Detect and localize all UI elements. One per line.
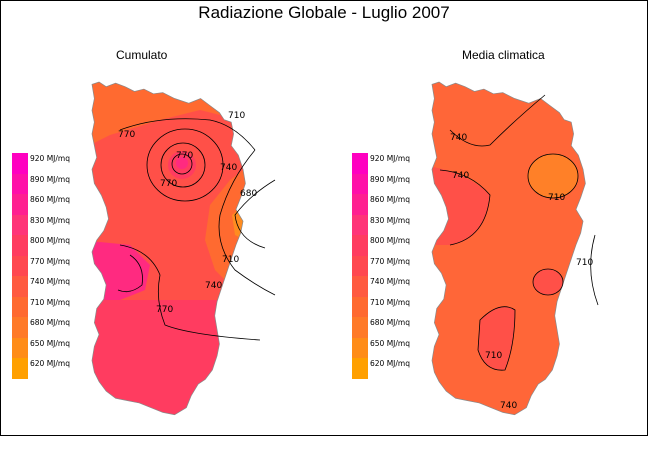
panel-title-cumulato: Cumulato: [116, 48, 168, 62]
zone-media-southwest: [478, 306, 515, 371]
legend-label: 740 MJ/mq: [370, 277, 410, 286]
contour-label: 770: [156, 305, 173, 315]
zone-media-northeast: [528, 154, 578, 198]
legend-swatch: [12, 153, 28, 174]
legend-label: 710 MJ/mq: [30, 297, 70, 307]
contour-label: 740: [450, 133, 467, 143]
legend-swatch: [352, 317, 368, 338]
legend-swatch: [12, 235, 28, 256]
legend-label: 710 MJ/mq: [370, 297, 410, 307]
contour-label: 770: [176, 151, 193, 161]
legend-label: 770 MJ/mq: [370, 256, 410, 266]
contour-label: 710: [222, 255, 239, 265]
legend-swatch: [352, 153, 368, 174]
legend-label: 650 MJ/mq: [370, 338, 410, 348]
legend-label: 800 MJ/mq: [370, 236, 410, 245]
legend-swatch: [12, 317, 28, 338]
zone-cumulato-max-core: [176, 157, 188, 169]
legend-swatch: [12, 276, 28, 297]
legend-label: 830 MJ/mq: [370, 215, 410, 225]
contour-label: 740: [220, 163, 237, 173]
legend-label: 920 MJ/mq: [370, 154, 410, 163]
contour-label: 680: [240, 189, 257, 199]
legend-swatch: [352, 194, 368, 215]
legend-swatch: [12, 296, 28, 318]
legend-swatch: [12, 173, 28, 195]
legend-label: 620 MJ/mq: [30, 359, 70, 368]
legend-label: 770 MJ/mq: [30, 256, 70, 266]
legend-label: 860 MJ/mq: [30, 195, 70, 204]
contour-label: 710: [576, 258, 593, 268]
legend-swatch: [12, 214, 28, 236]
zone-cumulato-south: [92, 300, 246, 415]
contour-label: 710: [548, 193, 565, 203]
legend-label: 830 MJ/mq: [30, 215, 70, 225]
contour-label: 770: [118, 130, 135, 140]
legend-label: 890 MJ/mq: [30, 174, 70, 184]
legend-label: 890 MJ/mq: [370, 174, 410, 184]
legend-swatch: [12, 337, 28, 359]
legend-label: 620 MJ/mq: [370, 359, 410, 368]
legend-label: 740 MJ/mq: [30, 277, 70, 286]
legend-swatch: [12, 255, 28, 277]
legend-label: 800 MJ/mq: [30, 236, 70, 245]
map-cumulato: 710 770 740 680 770 770 710 740 770: [91, 81, 276, 416]
legend-swatch: [12, 358, 28, 379]
legend-swatch: [352, 296, 368, 318]
legend-label: 860 MJ/mq: [370, 195, 410, 204]
legend-swatch: [12, 194, 28, 215]
legend-label: 680 MJ/mq: [370, 318, 410, 327]
legend-swatch: [352, 337, 368, 359]
legend-swatch: [352, 214, 368, 236]
panel-title-media: Media climatica: [462, 48, 545, 62]
legend-label: 920 MJ/mq: [30, 154, 70, 163]
legend-swatch: [352, 173, 368, 195]
legend-swatch: [352, 358, 368, 379]
zone-media-central: [533, 269, 563, 295]
contour-label: 710: [485, 351, 502, 361]
legend-swatch: [352, 255, 368, 277]
legend-swatch: [352, 235, 368, 256]
map-media: 740 740 710 710 710 740: [431, 81, 599, 416]
contour-label: 710: [228, 111, 245, 121]
legend-label: 680 MJ/mq: [30, 318, 70, 327]
contour-label: 740: [500, 401, 517, 411]
contour-label: 740: [452, 171, 469, 181]
map-title: Radiazione Globale - Luglio 2007: [198, 3, 450, 22]
legend-swatch: [352, 276, 368, 297]
contour-label: 770: [160, 179, 177, 189]
legend-label: 650 MJ/mq: [30, 338, 70, 348]
contour-label: 740: [205, 281, 222, 291]
